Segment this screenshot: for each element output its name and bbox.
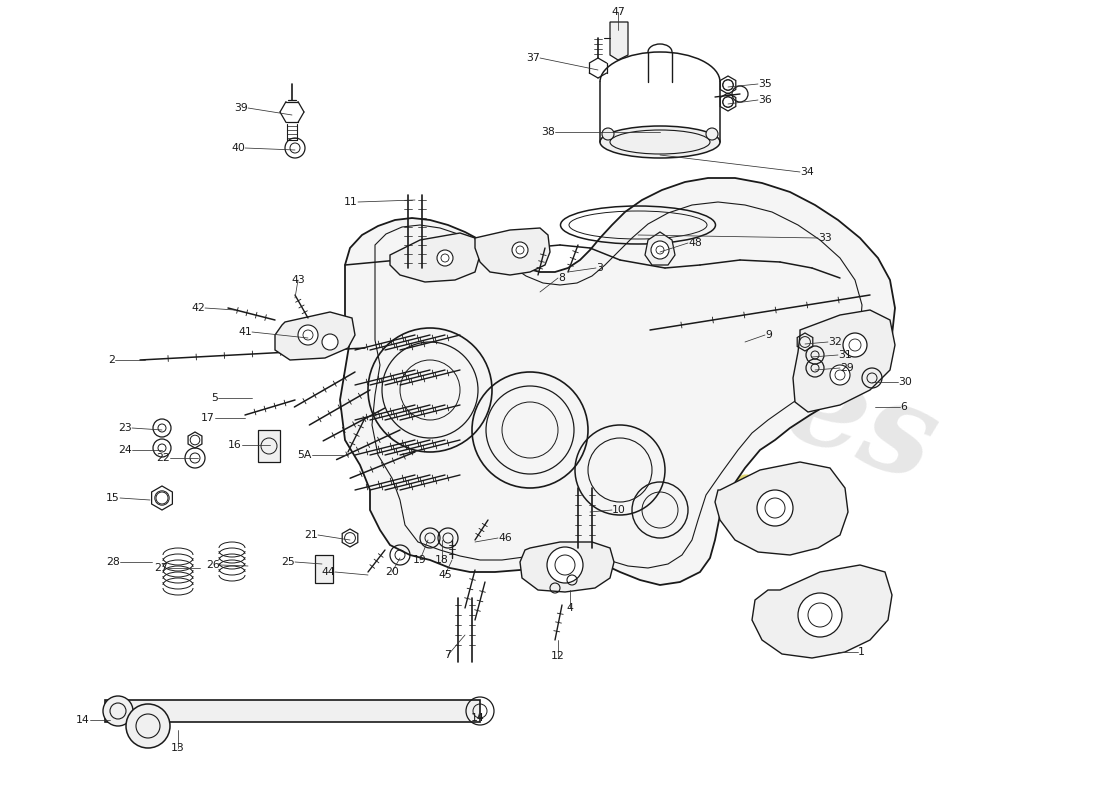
Bar bbox=[315, 555, 333, 583]
Text: 18: 18 bbox=[436, 555, 449, 565]
Text: 1: 1 bbox=[858, 647, 865, 657]
Circle shape bbox=[126, 704, 170, 748]
Text: 19: 19 bbox=[414, 555, 427, 565]
Text: 33: 33 bbox=[818, 233, 832, 243]
Text: 40: 40 bbox=[231, 143, 245, 153]
Text: 5A: 5A bbox=[298, 450, 312, 460]
Text: 29: 29 bbox=[840, 363, 854, 373]
Circle shape bbox=[298, 325, 318, 345]
Text: 2: 2 bbox=[108, 355, 115, 365]
Text: 28: 28 bbox=[107, 557, 120, 567]
Text: 8: 8 bbox=[558, 273, 565, 283]
Text: 22: 22 bbox=[156, 453, 170, 463]
Text: since 1985: since 1985 bbox=[526, 398, 794, 530]
Text: 23: 23 bbox=[119, 423, 132, 433]
Text: 21: 21 bbox=[305, 530, 318, 540]
Circle shape bbox=[757, 490, 793, 526]
Text: 46: 46 bbox=[498, 533, 512, 543]
Text: 44: 44 bbox=[321, 567, 336, 577]
Polygon shape bbox=[275, 312, 355, 360]
Text: 39: 39 bbox=[234, 103, 248, 113]
Circle shape bbox=[798, 593, 842, 637]
Circle shape bbox=[547, 547, 583, 583]
Circle shape bbox=[437, 250, 453, 266]
Text: 12: 12 bbox=[551, 651, 565, 661]
Circle shape bbox=[830, 365, 850, 385]
Text: 10: 10 bbox=[612, 505, 626, 515]
Text: 34: 34 bbox=[800, 167, 814, 177]
Circle shape bbox=[651, 241, 669, 259]
Circle shape bbox=[706, 128, 718, 140]
Text: 37: 37 bbox=[526, 53, 540, 63]
Polygon shape bbox=[340, 178, 895, 585]
Text: 27: 27 bbox=[154, 563, 168, 573]
Text: 26: 26 bbox=[207, 560, 220, 570]
Text: 38: 38 bbox=[541, 127, 556, 137]
Ellipse shape bbox=[600, 126, 720, 158]
Text: 32: 32 bbox=[828, 337, 842, 347]
Text: 47: 47 bbox=[612, 7, 625, 17]
Text: 41: 41 bbox=[239, 327, 252, 337]
Text: 36: 36 bbox=[758, 95, 772, 105]
Text: 5: 5 bbox=[211, 393, 218, 403]
Polygon shape bbox=[752, 565, 892, 658]
Polygon shape bbox=[793, 310, 895, 412]
Circle shape bbox=[512, 242, 528, 258]
Circle shape bbox=[843, 333, 867, 357]
Text: 35: 35 bbox=[758, 79, 772, 89]
Text: a passion: a passion bbox=[461, 354, 639, 446]
Polygon shape bbox=[610, 22, 628, 60]
Text: 17: 17 bbox=[201, 413, 214, 423]
Text: 31: 31 bbox=[838, 350, 851, 360]
Polygon shape bbox=[475, 228, 550, 275]
Text: 4: 4 bbox=[566, 603, 573, 613]
Circle shape bbox=[103, 696, 133, 726]
Polygon shape bbox=[520, 542, 614, 592]
Text: 25: 25 bbox=[282, 557, 295, 567]
Polygon shape bbox=[390, 233, 480, 282]
Bar bbox=[104, 700, 480, 722]
Text: 24: 24 bbox=[119, 445, 132, 455]
Text: 20: 20 bbox=[385, 567, 399, 577]
Text: 9: 9 bbox=[764, 330, 772, 340]
Text: 30: 30 bbox=[898, 377, 912, 387]
Text: 14: 14 bbox=[76, 715, 90, 725]
Text: 16: 16 bbox=[229, 440, 242, 450]
Text: 6: 6 bbox=[900, 402, 906, 412]
Bar bbox=[258, 430, 280, 462]
Text: 11: 11 bbox=[344, 197, 358, 207]
Circle shape bbox=[602, 128, 614, 140]
Circle shape bbox=[322, 334, 338, 350]
Text: 42: 42 bbox=[191, 303, 205, 313]
Text: 15: 15 bbox=[107, 493, 120, 503]
Polygon shape bbox=[715, 462, 848, 555]
Text: 48: 48 bbox=[688, 238, 702, 248]
Text: ares: ares bbox=[631, 292, 953, 508]
Text: 14: 14 bbox=[471, 713, 485, 723]
Text: 7: 7 bbox=[444, 650, 451, 660]
Text: 13: 13 bbox=[172, 743, 185, 753]
Text: 43: 43 bbox=[292, 275, 305, 285]
Text: 45: 45 bbox=[438, 570, 452, 580]
Polygon shape bbox=[645, 232, 675, 265]
Text: 3: 3 bbox=[596, 263, 603, 273]
